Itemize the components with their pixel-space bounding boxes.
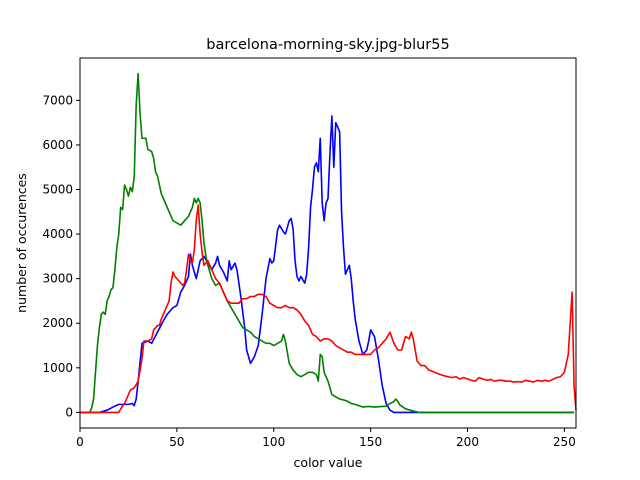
y-tick-label: 4000 bbox=[42, 227, 73, 241]
plot-frame bbox=[79, 57, 577, 429]
series-line-2 bbox=[80, 204, 577, 414]
y-tick-label: 1000 bbox=[42, 361, 73, 375]
x-axis: 0 50 100 150 200 250 bbox=[76, 428, 576, 449]
x-tick-label: 150 bbox=[359, 435, 382, 449]
x-axis-label: color value bbox=[294, 455, 363, 470]
x-tick-label: 0 bbox=[76, 435, 84, 449]
y-tick-label: 2000 bbox=[42, 316, 73, 330]
y-tick-label: 5000 bbox=[42, 183, 73, 197]
y-axis-label: number of occurences bbox=[14, 173, 29, 313]
x-tick-label: 250 bbox=[553, 435, 576, 449]
series-line-0 bbox=[80, 115, 575, 414]
x-tick-label: 50 bbox=[169, 435, 184, 449]
y-axis: 0 1000 2000 3000 4000 5000 6000 7000 bbox=[42, 93, 80, 419]
y-tick-label: 7000 bbox=[42, 93, 73, 107]
x-tick-label: 100 bbox=[262, 435, 285, 449]
chart-title: barcelona-morning-sky.jpg-blur55 bbox=[206, 37, 449, 53]
x-tick-label: 200 bbox=[456, 435, 479, 449]
series-layer bbox=[80, 72, 577, 414]
y-tick-label: 0 bbox=[65, 405, 73, 419]
y-tick-label: 6000 bbox=[42, 138, 73, 152]
y-tick-label: 3000 bbox=[42, 272, 73, 286]
